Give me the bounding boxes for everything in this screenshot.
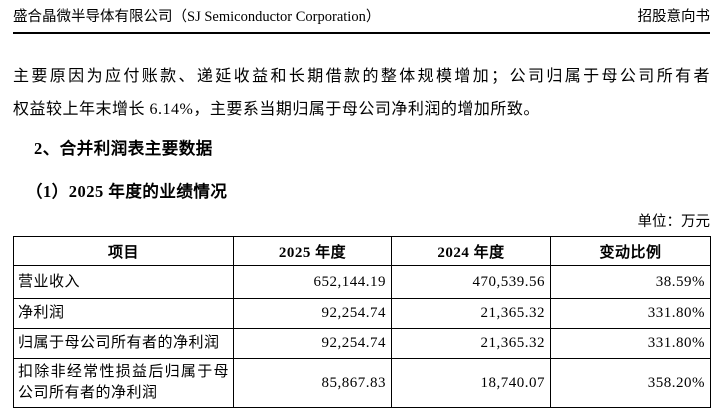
table-cell-value: 21,365.32 bbox=[391, 298, 551, 329]
table-row: 营业收入 652,144.19 470,539.56 38.59% bbox=[13, 265, 711, 299]
table-cell-value: 21,365.32 bbox=[391, 328, 551, 359]
table-cell-value: 652,144.19 bbox=[233, 265, 392, 299]
page-header: 盛合晶微半导体有限公司（SJ Semiconductor Corporation… bbox=[13, 0, 710, 34]
section-subheading: （1）2025 年度的业绩情况 bbox=[26, 182, 228, 201]
unit-note: 单位：万元 bbox=[637, 214, 711, 230]
table-cell-item: 净利润 bbox=[13, 298, 234, 329]
table-cell-item: 归属于母公司所有者的净利润 bbox=[13, 328, 234, 359]
table-cell-value: 331.80% bbox=[550, 328, 711, 359]
financial-data-table: 项目 2025 年度 2024 年度 变动比例 营业收入 652,144.19 … bbox=[13, 236, 711, 408]
column-header-item: 项目 bbox=[13, 236, 234, 266]
table-cell-value: 85,867.83 bbox=[233, 358, 392, 408]
body-paragraph: 主要原因为应付账款、递延收益和长期借款的整体规模增加；公司归属于母公司所有者 权… bbox=[13, 60, 710, 126]
table-cell-value: 92,254.74 bbox=[233, 298, 392, 329]
table-header-row: 项目 2025 年度 2024 年度 变动比例 bbox=[13, 236, 711, 266]
table-cell-value: 358.20% bbox=[550, 358, 711, 408]
section-heading: 2、合并利润表主要数据 bbox=[34, 139, 213, 158]
table-cell-value: 470,539.56 bbox=[391, 265, 551, 299]
table-cell-value: 38.59% bbox=[550, 265, 711, 299]
table-row: 净利润 92,254.74 21,365.32 331.80% bbox=[13, 298, 711, 329]
column-header-change: 变动比例 bbox=[550, 236, 711, 266]
table-row: 扣除非经常性损益后归属于母公司所有者的净利润 85,867.83 18,740.… bbox=[13, 358, 711, 408]
table-row: 归属于母公司所有者的净利润 92,254.74 21,365.32 331.80… bbox=[13, 328, 711, 359]
paragraph-line: 权益较上年末增长 6.14%，主要系当期归属于母公司净利润的增加所致。 bbox=[13, 101, 540, 118]
paragraph-line: 主要原因为应付账款、递延收益和长期借款的整体规模增加；公司归属于母公司所有者 bbox=[13, 68, 710, 85]
table-cell-item: 营业收入 bbox=[13, 265, 234, 299]
table-cell-value: 92,254.74 bbox=[233, 328, 392, 359]
table-cell-item: 扣除非经常性损益后归属于母公司所有者的净利润 bbox=[13, 358, 234, 408]
table-cell-value: 18,740.07 bbox=[391, 358, 551, 408]
table-cell-value: 331.80% bbox=[550, 298, 711, 329]
column-header-2024: 2024 年度 bbox=[391, 236, 551, 266]
column-header-2025: 2025 年度 bbox=[233, 236, 392, 266]
document-type-label: 招股意向书 bbox=[637, 9, 711, 25]
company-name: 盛合晶微半导体有限公司（SJ Semiconductor Corporation… bbox=[13, 9, 381, 25]
